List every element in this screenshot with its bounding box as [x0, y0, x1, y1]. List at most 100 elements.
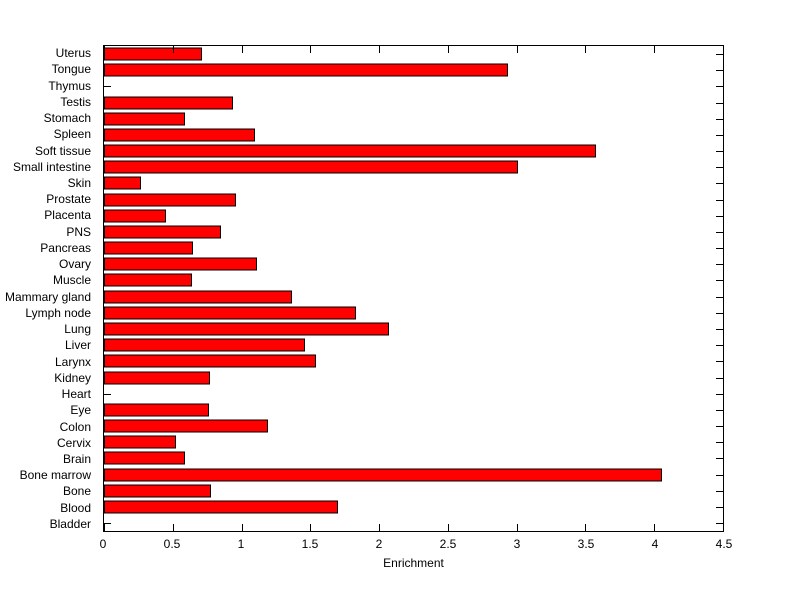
y-tick-mark	[716, 134, 723, 136]
bar	[104, 290, 293, 304]
bar	[104, 144, 597, 158]
bar	[104, 160, 519, 174]
y-tick-mark	[716, 70, 723, 72]
y-tick-mark	[716, 248, 723, 250]
y-axis-category-label: Bone	[62, 484, 91, 499]
bar-row	[104, 369, 723, 385]
y-axis-category-label: Muscle	[52, 273, 91, 288]
x-tick-mark	[585, 46, 587, 53]
x-tick-label: 1.5	[301, 537, 319, 551]
x-tick-mark	[447, 46, 449, 53]
bar	[104, 257, 257, 271]
bar	[104, 193, 237, 207]
bar-row	[104, 418, 723, 434]
bar	[104, 273, 193, 287]
bar	[104, 225, 221, 239]
y-axis-category-label: Small intestine	[12, 159, 91, 174]
x-tick-label: 0.5	[163, 537, 181, 551]
y-tick-mark	[104, 86, 111, 88]
y-axis-category-label: Kidney	[54, 370, 91, 385]
bar-row	[104, 46, 723, 62]
bar-row	[104, 515, 723, 531]
bar	[104, 371, 210, 385]
x-tick-mark	[104, 46, 105, 53]
bar	[104, 176, 142, 190]
y-axis-category-label: Cervix	[56, 435, 91, 450]
bar-row	[104, 95, 723, 111]
y-tick-mark	[716, 312, 723, 314]
y-tick-mark	[716, 199, 723, 201]
bar	[104, 128, 256, 142]
x-tick-mark	[379, 524, 381, 531]
y-tick-mark	[716, 361, 723, 363]
bar	[104, 96, 234, 110]
x-tick-mark	[654, 46, 656, 53]
y-axis-category-label: Uterus	[55, 46, 91, 61]
bar-row	[104, 402, 723, 418]
y-axis-labels: Uterus Tongue Thymus Testis Stomach Spleen Sof…	[0, 45, 97, 532]
bar	[104, 322, 389, 336]
bar-row	[104, 240, 723, 256]
x-tick-mark	[447, 524, 449, 531]
x-tick-label: 3.5	[577, 537, 595, 551]
y-axis-category-label: PNS	[66, 224, 91, 239]
y-tick-mark	[716, 167, 723, 169]
y-tick-mark	[716, 151, 723, 153]
y-axis-category-label: Soft tissue	[34, 143, 91, 158]
y-tick-mark	[716, 506, 723, 508]
bar-row	[104, 305, 723, 321]
y-axis-category-label: Prostate	[46, 192, 91, 207]
x-tick-label: 1	[237, 537, 245, 551]
x-tick-mark	[172, 524, 174, 531]
y-tick-mark	[716, 280, 723, 282]
x-tick-label: 4.5	[715, 537, 733, 551]
x-tick-mark	[723, 46, 724, 53]
y-axis-category-label: Skin	[67, 175, 91, 190]
y-axis-category-label: Lymph node	[25, 305, 91, 320]
x-tick-mark	[310, 524, 312, 531]
x-axis-tick-labels: 0 0.5 1 1.5 2 2.5 3 3.5 4 4.5	[100, 537, 733, 552]
x-tick-mark	[516, 46, 518, 53]
bar	[104, 112, 186, 126]
bar-row	[104, 434, 723, 450]
y-axis-category-label: Mammary gland	[4, 289, 91, 304]
y-axis-category-label: Spleen	[53, 127, 91, 142]
bar-row	[104, 224, 723, 240]
y-axis-category-label: Pancreas	[40, 240, 91, 255]
y-axis-category-label: Colon	[59, 419, 91, 434]
y-tick-mark	[104, 393, 111, 395]
y-axis-category-label: Bladder	[49, 516, 91, 531]
y-tick-mark	[716, 458, 723, 460]
y-tick-mark	[716, 264, 723, 266]
bar-row	[104, 256, 723, 272]
bar-row	[104, 175, 723, 191]
y-tick-mark	[716, 377, 723, 379]
x-tick-mark	[310, 46, 312, 53]
y-axis-category-label: Liver	[64, 338, 91, 353]
bar-row	[104, 192, 723, 208]
y-axis-category-label: Brain	[62, 451, 91, 466]
bar	[104, 209, 166, 223]
y-tick-mark	[716, 231, 723, 233]
y-axis-category-label: Eye	[70, 403, 91, 418]
x-tick-mark	[172, 46, 174, 53]
y-tick-mark	[716, 86, 723, 88]
bar-row	[104, 337, 723, 353]
y-axis-category-label: Placenta	[44, 208, 91, 223]
bar-row	[104, 143, 723, 159]
plot-area	[103, 45, 724, 532]
bar-row	[104, 353, 723, 369]
y-tick-mark	[716, 523, 723, 525]
y-axis-category-label: Blood	[60, 500, 91, 515]
x-tick-mark	[379, 46, 381, 53]
bar	[104, 63, 509, 77]
bar	[104, 306, 356, 320]
y-tick-mark	[716, 329, 723, 330]
y-axis-category-label: Ovary	[58, 257, 91, 272]
x-axis-title: Enrichment	[383, 556, 444, 570]
bar-row	[104, 111, 723, 127]
y-axis-category-label: Stomach	[43, 111, 91, 126]
bar-row	[104, 78, 723, 94]
y-axis-category-label: Thymus	[48, 78, 91, 93]
